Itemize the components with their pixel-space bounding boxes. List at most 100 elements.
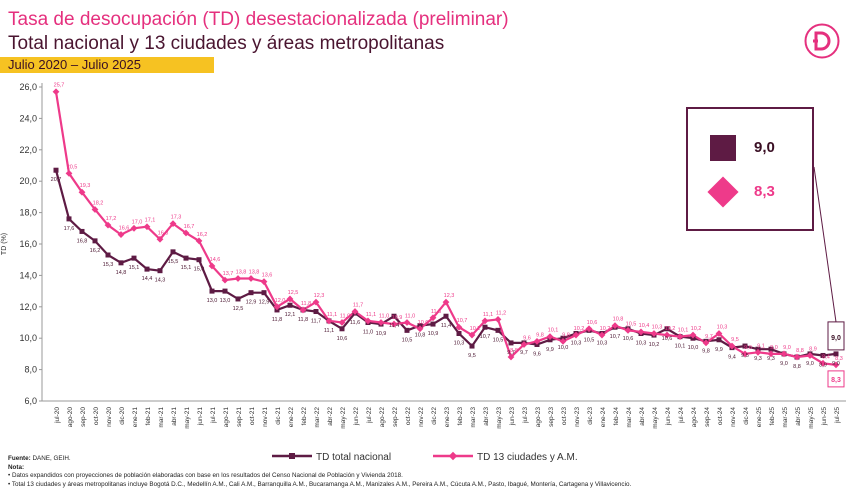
data-label-13-ciudades: 10,3 xyxy=(652,324,663,330)
x-tick-label: jun-23 xyxy=(509,407,516,426)
data-label-13-ciudades: 10,6 xyxy=(418,320,429,326)
data-label-total-nacional: 9,9 xyxy=(546,347,554,353)
data-label-total-nacional: 11,7 xyxy=(311,319,321,325)
point-total-nacional xyxy=(170,249,176,255)
point-total-nacional xyxy=(482,324,488,330)
series1-marker-icon xyxy=(710,135,736,161)
y-tick-label: 26,0 xyxy=(19,82,37,92)
data-label-13-ciudades: 17,1 xyxy=(145,218,156,224)
point-13-ciudades xyxy=(455,323,463,331)
x-tick-label: may-25 xyxy=(808,407,815,429)
data-label-13-ciudades: 9,7 xyxy=(705,334,713,340)
x-tick-label: dic-20 xyxy=(119,407,126,425)
x-tick-label: oct-21 xyxy=(249,407,256,425)
data-label-total-nacional: 11,1 xyxy=(324,328,334,334)
point-total-nacional xyxy=(222,288,228,294)
x-tick-label: mar-22 xyxy=(314,407,321,428)
data-label-13-ciudades: 9,6 xyxy=(523,335,531,341)
point-total-nacional xyxy=(495,327,501,333)
y-tick-label: 6,0 xyxy=(24,396,37,406)
y-tick-label: 8,0 xyxy=(24,365,37,375)
data-label-13-ciudades: 13,8 xyxy=(236,270,247,276)
data-label-total-nacional: 9,8 xyxy=(702,348,710,354)
data-label-total-nacional: 16,8 xyxy=(77,238,88,244)
data-label-13-ciudades: 11,0 xyxy=(405,314,415,320)
y-tick-label: 18,0 xyxy=(19,208,37,218)
x-tick-label: oct-24 xyxy=(717,407,724,425)
point-total-nacional xyxy=(235,296,241,302)
point-total-nacional xyxy=(820,352,826,358)
point-total-nacional xyxy=(157,268,163,274)
x-tick-label: ene-24 xyxy=(600,407,607,428)
point-13-ciudades xyxy=(156,235,164,243)
chart-title: Tasa de desocupación (TD) desestacionali… xyxy=(8,9,509,30)
x-tick-label: sep-24 xyxy=(704,407,711,427)
data-label-total-nacional: 13,0 xyxy=(207,298,218,304)
data-label-total-nacional: 10,9 xyxy=(376,331,387,337)
legend-label-total-nacional: TD total nacional xyxy=(316,452,391,463)
data-label-total-nacional: 10,3 xyxy=(636,340,647,346)
data-label-total-nacional: 10,0 xyxy=(688,345,699,351)
x-tick-label: jun-24 xyxy=(665,407,672,426)
point-total-nacional xyxy=(209,288,215,294)
data-label-13-ciudades: 13,7 xyxy=(223,271,234,277)
data-label-total-nacional: 20,7 xyxy=(51,177,62,183)
data-label-13-ciudades: 8,8 xyxy=(796,348,804,354)
data-label-total-nacional: 10,6 xyxy=(337,336,348,342)
latest-13-ciudades-box xyxy=(827,370,845,388)
data-label-13-ciudades: 11,2 xyxy=(496,310,506,316)
data-label-total-nacional: 10,7 xyxy=(480,334,491,340)
point-total-nacional xyxy=(92,238,98,244)
x-tick-label: jul-23 xyxy=(522,407,529,424)
x-tick-label: nov-24 xyxy=(730,407,737,427)
x-tick-label: ago-24 xyxy=(691,407,698,428)
latest-values-callout: 9,0 8,3 xyxy=(686,107,814,231)
data-label-13-ciudades: 16,2 xyxy=(197,232,208,238)
x-tick-label: jul-21 xyxy=(210,407,217,424)
point-total-nacional xyxy=(261,290,267,296)
x-tick-label: ago-22 xyxy=(379,407,386,428)
point-13-ciudades xyxy=(468,331,476,339)
point-13-ciudades xyxy=(117,231,125,238)
data-label-13-ciudades: 10,3 xyxy=(717,324,728,330)
x-tick-label: feb-21 xyxy=(145,407,152,426)
data-label-total-nacional: 10,6 xyxy=(623,336,634,342)
data-label-total-nacional: 10,3 xyxy=(571,340,582,346)
y-axis: 6,0 8,0 10,0 12,0 14,0 16,0 18,0 20,0 22,0 24,0 26… xyxy=(1,82,43,406)
x-tick-label: jul-22 xyxy=(366,407,373,424)
point-13-ciudades xyxy=(429,314,437,322)
data-label-13-ciudades: 16,3 xyxy=(158,230,169,236)
x-tick-label: mar-24 xyxy=(626,407,633,428)
legend-label-13-ciudades: TD 13 ciudades y A.M. xyxy=(477,452,578,463)
data-label-total-nacional: 8,9 xyxy=(819,362,827,368)
x-tick-label: oct-22 xyxy=(405,407,412,425)
point-13-ciudades xyxy=(65,169,73,177)
data-label-13-ciudades: 17,2 xyxy=(106,216,117,222)
point-total-nacional xyxy=(742,343,748,349)
data-label-total-nacional: 9,9 xyxy=(715,347,723,353)
x-tick-label: ago-21 xyxy=(223,407,230,428)
data-label-13-ciudades: 11,1 xyxy=(327,312,337,318)
data-label-13-ciudades: 10,5 xyxy=(626,321,637,327)
data-label-13-ciudades: 8,4 xyxy=(822,354,830,360)
point-13-ciudades xyxy=(78,188,86,196)
x-tick-label: feb-23 xyxy=(457,407,464,426)
data-label-13-ciudades: 12,5 xyxy=(288,290,299,296)
data-label-total-nacional: 14,4 xyxy=(142,276,153,282)
data-label-total-nacional: 9,3 xyxy=(754,356,762,362)
point-13-ciudades xyxy=(299,306,307,314)
data-label-13-ciudades: 17,0 xyxy=(132,219,143,225)
point-13-ciudades xyxy=(481,317,489,325)
data-label-total-nacional: 10,1 xyxy=(675,344,686,350)
data-labels: 20,717,616,816,215,314,815,114,4 14,315,5… xyxy=(51,83,845,388)
data-label-total-nacional: 17,6 xyxy=(64,226,75,232)
data-label-13-ciudades: 8,9 xyxy=(809,346,817,352)
x-tick-label: ene-22 xyxy=(288,407,295,428)
chart-legend: TD total nacional TD 13 ciudades y A.M. xyxy=(272,451,578,463)
data-label-13-ciudades: 13,8 xyxy=(249,270,260,276)
data-label-13-ciudades: 11,0 xyxy=(379,314,389,320)
data-label-total-nacional: 8,8 xyxy=(793,364,801,370)
data-label-total-nacional: 15,1 xyxy=(129,265,140,271)
data-label-total-nacional: 10,9 xyxy=(428,331,439,337)
data-label-total-nacional: 12,1 xyxy=(285,312,296,318)
